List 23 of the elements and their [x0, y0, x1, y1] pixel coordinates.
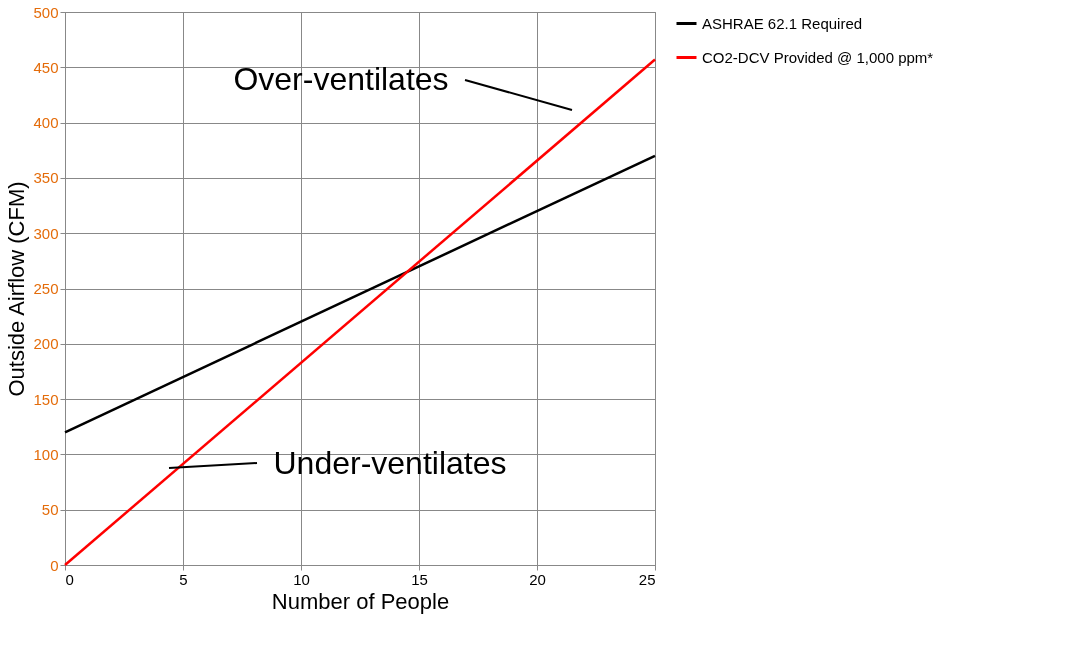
y-axis-title: Outside Airflow (CFM)	[4, 181, 30, 397]
y-tick-label: 350	[33, 169, 59, 187]
annotation: Under-ventilates	[273, 445, 507, 481]
x-tick-label: 20	[529, 570, 546, 588]
legend-label: CO2-DCV Provided @ 1,000 ppm*	[702, 48, 934, 66]
y-tick-label: 200	[33, 335, 59, 353]
legend-label: ASHRAE 62.1 Required	[702, 14, 863, 32]
x-tick-label: 5	[179, 570, 188, 588]
x-axis-title: Number of People	[271, 588, 450, 614]
y-tick-label: 100	[33, 445, 59, 463]
y-tick-label: 300	[33, 224, 59, 242]
x-tick-label: 25	[638, 570, 656, 588]
x-tick-label: 15	[411, 570, 428, 588]
y-tick-label: 50	[41, 501, 59, 519]
x-tick-label: 0	[65, 570, 74, 588]
y-tick-label: 150	[33, 390, 59, 408]
y-tick-label: 450	[33, 58, 59, 76]
y-tick-label: 0	[50, 556, 59, 574]
x-tick-label: 10	[293, 570, 310, 588]
y-tick-label: 250	[33, 280, 59, 297]
y-tick-label: 400	[33, 114, 59, 132]
y-tick-label: 500	[33, 3, 59, 21]
annotation: Over-ventilates	[233, 61, 449, 97]
